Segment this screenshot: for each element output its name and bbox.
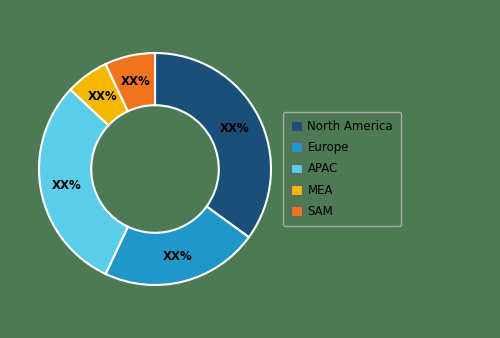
Text: XX%: XX% <box>162 249 192 263</box>
Text: XX%: XX% <box>52 179 82 192</box>
Text: XX%: XX% <box>120 75 150 88</box>
Legend: North America, Europe, APAC, MEA, SAM: North America, Europe, APAC, MEA, SAM <box>282 112 402 226</box>
Text: XX%: XX% <box>88 90 117 103</box>
Wedge shape <box>70 64 128 125</box>
Wedge shape <box>106 207 249 285</box>
Text: XX%: XX% <box>220 122 250 135</box>
Wedge shape <box>155 53 271 237</box>
Wedge shape <box>39 90 128 274</box>
Wedge shape <box>106 53 155 111</box>
